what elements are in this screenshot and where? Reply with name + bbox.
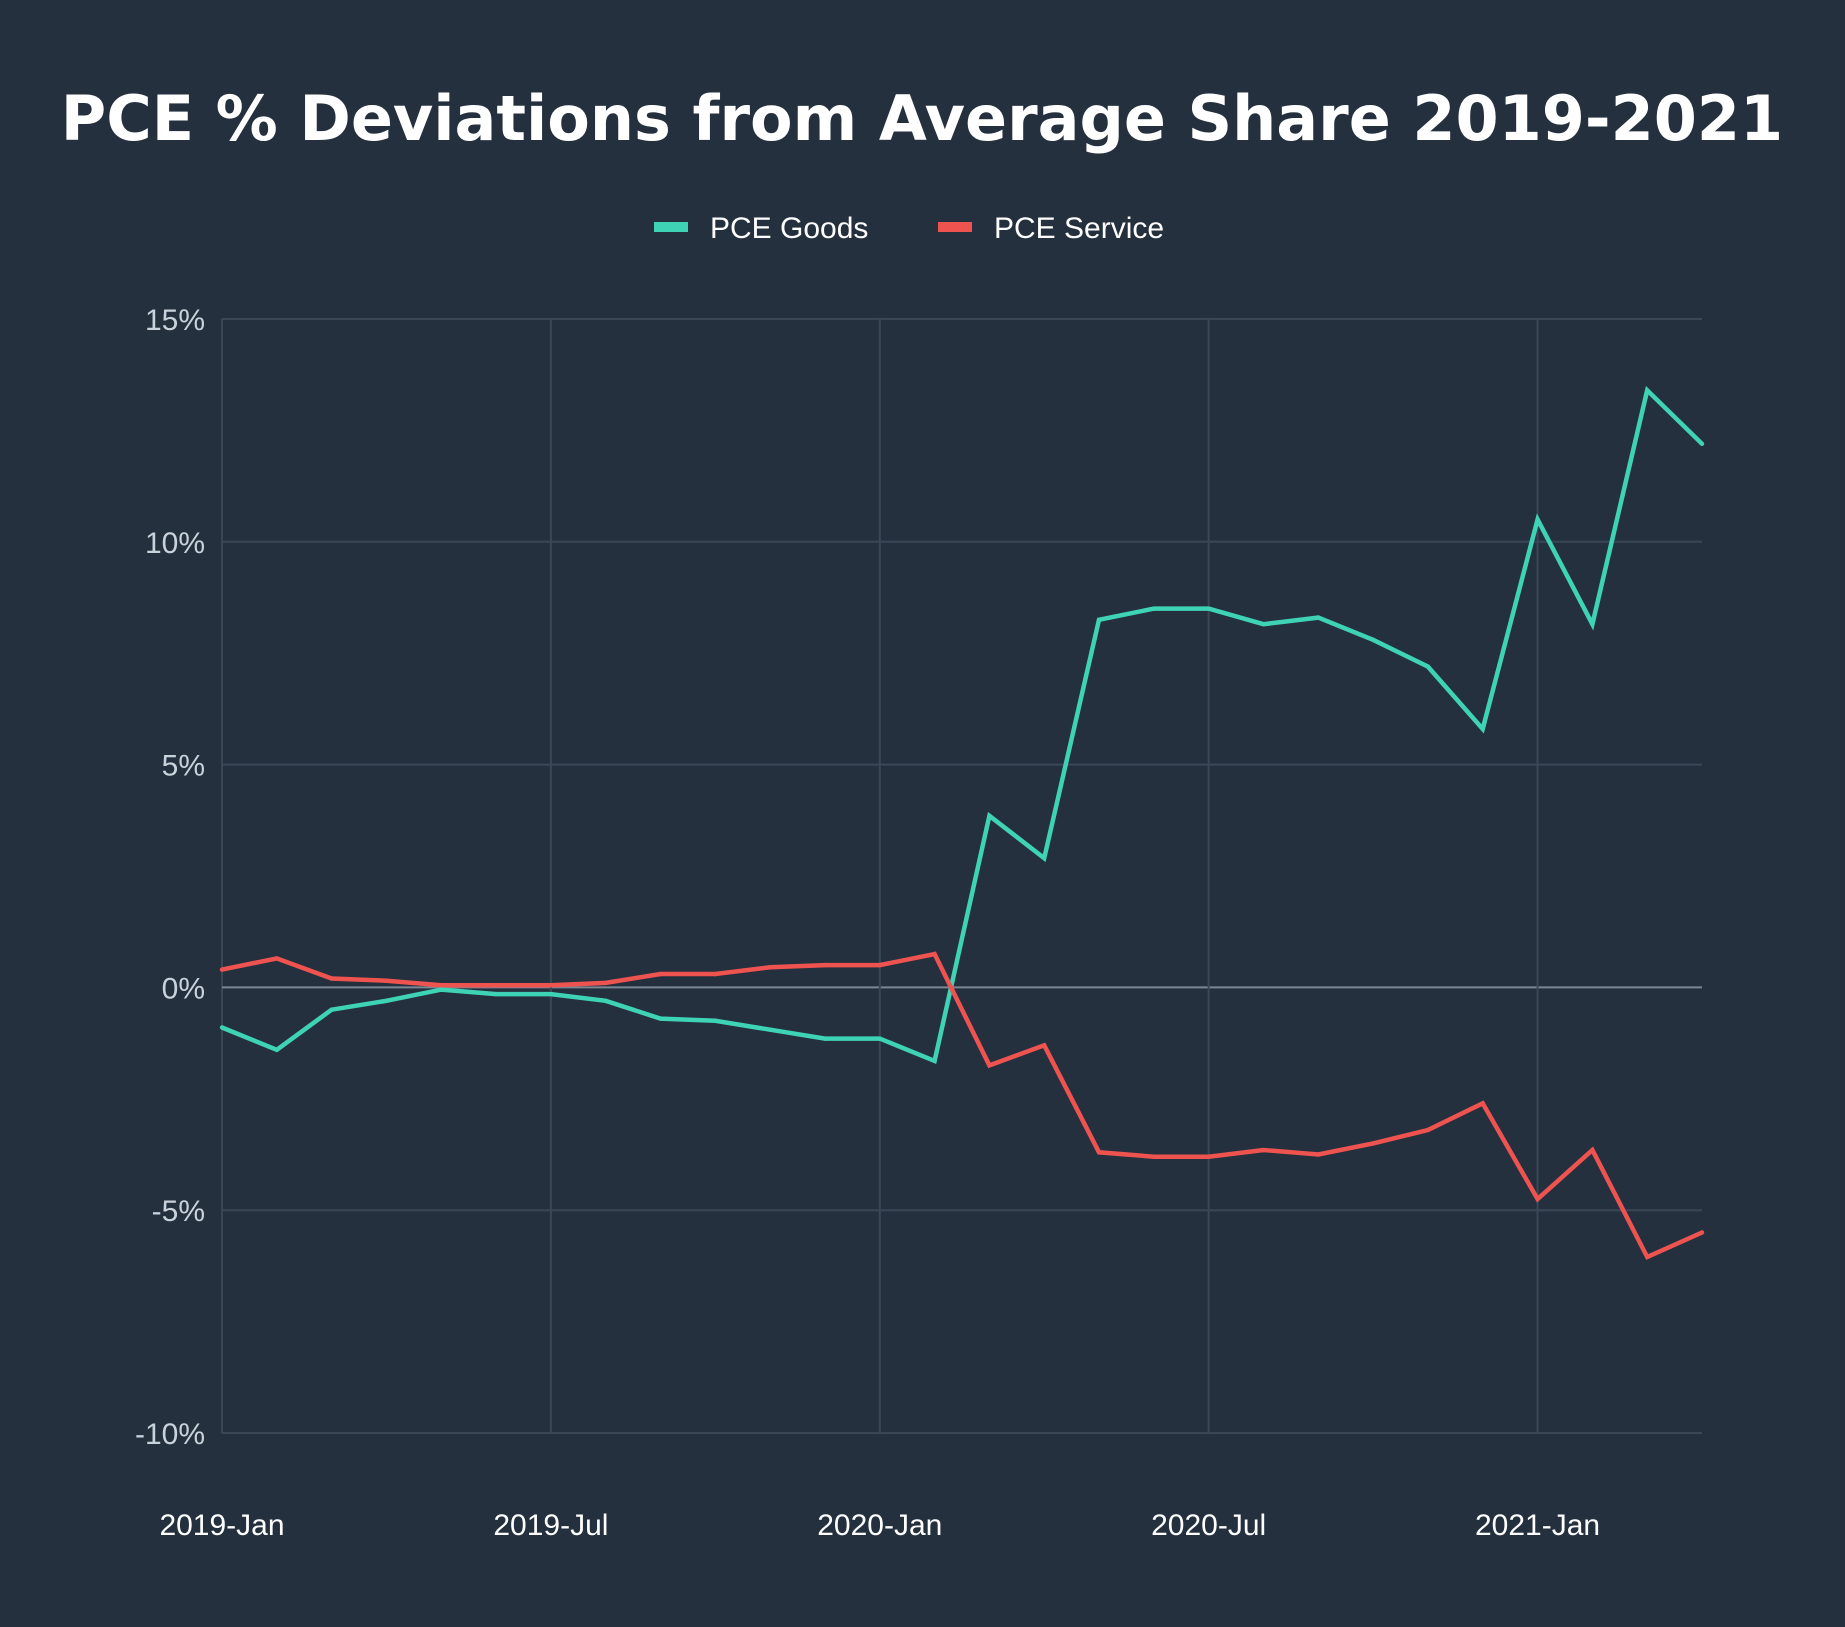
series-group [219,385,1705,1260]
y-tick-label: -5% [152,1195,205,1228]
data-point-service [219,967,225,972]
data-point-service [932,951,937,957]
x-tick-label: 2019-Jan [159,1509,284,1542]
legend-item-service: PCE Service [938,212,1164,245]
data-point-service [1042,1043,1047,1048]
data-point-goods [1644,388,1650,393]
data-point-goods [1370,637,1376,643]
data-point-goods [1699,441,1705,446]
data-point-service [274,956,280,961]
data-point-goods [548,991,554,997]
x-tick-label: 2020-Jul [1151,1509,1266,1542]
data-point-service [713,971,718,977]
legend-swatch-goods [654,222,688,232]
x-tick-label: 2019-Jul [493,1509,608,1542]
data-point-service [1644,1254,1650,1260]
data-point-goods [932,1058,937,1064]
data-point-service [1151,1154,1157,1159]
data-point-service [1370,1141,1376,1146]
series-line-service [221,951,1703,1260]
y-tick-label: 5% [162,750,205,783]
data-point-goods [987,813,992,819]
y-axis: 15% 10% 5% 0% -5% -10% [135,304,205,1451]
data-point-goods [329,1007,334,1012]
data-point-service [1590,1147,1595,1153]
data-point-goods [877,1036,882,1041]
data-point-service [603,980,608,986]
x-tick-label: 2020-Jan [817,1509,942,1542]
data-point-goods [493,991,499,997]
data-point-service [439,982,444,988]
y-tick-label: -10% [135,1418,205,1451]
data-point-service [329,976,334,981]
y-tick-label: 10% [145,527,205,560]
data-point-service [384,978,389,983]
legend-swatch-service [938,222,972,232]
data-point-goods [1042,855,1047,861]
data-point-goods [1480,726,1485,732]
data-point-service [658,971,663,977]
legend: PCE Goods PCE Service [654,212,1164,245]
data-point-goods [1535,517,1540,522]
data-point-service [1480,1101,1485,1106]
data-point-goods [603,998,608,1003]
data-point-goods [219,1025,225,1030]
data-point-goods [767,1027,773,1032]
data-point-service [1316,1152,1321,1157]
data-point-service [877,962,882,968]
data-point-goods [1096,617,1102,622]
data-point-service [493,982,499,988]
data-point-goods [1590,622,1595,627]
data-point-service [822,962,828,968]
data-point-goods [1206,606,1211,611]
legend-label-goods: PCE Goods [710,212,868,245]
data-point-goods [1316,615,1321,620]
series-line-goods [221,385,1704,1064]
data-point-goods [822,1036,828,1041]
data-point-goods [658,1016,663,1021]
y-tick-label: 15% [145,304,205,337]
data-point-service [548,982,554,988]
data-point-goods [384,998,389,1003]
legend-item-goods: PCE Goods [654,212,868,245]
data-point-service [767,965,773,970]
data-point-service [987,1063,992,1068]
data-point-goods [1261,622,1266,627]
data-point-goods [274,1047,280,1052]
chart-title: PCE % Deviations from Average Share 2019… [61,82,1783,155]
data-point-goods [1425,664,1431,669]
data-point-service [1535,1196,1540,1202]
grid [221,318,1702,1434]
data-point-service [1699,1230,1705,1235]
y-tick-label: 0% [162,972,205,1005]
x-axis: 2019-Jan 2019-Jul 2020-Jan 2020-Jul 2021-Jan [159,1509,1600,1542]
data-point-service [1261,1147,1266,1153]
data-point-service [1096,1150,1102,1155]
data-point-service [1425,1127,1431,1133]
data-point-goods [439,987,444,992]
data-point-service [1206,1154,1211,1159]
data-point-goods [1151,606,1157,611]
data-point-goods [713,1018,718,1024]
x-tick-label: 2021-Jan [1475,1509,1600,1542]
legend-label-service: PCE Service [994,212,1164,245]
